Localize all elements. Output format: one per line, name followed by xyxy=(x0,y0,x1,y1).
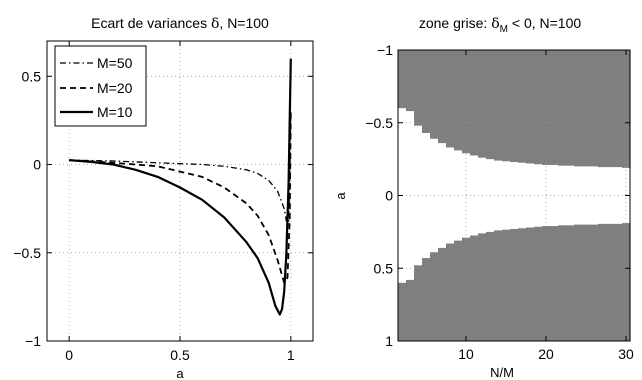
left-series-line-0 xyxy=(69,111,292,224)
right-x-tick-label: 10 xyxy=(458,346,474,362)
shade-column-bottom xyxy=(526,227,535,341)
shade-column-top xyxy=(406,50,415,112)
shade-column-top xyxy=(398,50,407,109)
shade-column-bottom xyxy=(438,247,447,341)
left-x-tick-labels: 0 0.5 1 xyxy=(65,347,295,363)
shade-column-bottom xyxy=(510,228,519,341)
left-title: Ecart de variances δ, N=100 xyxy=(91,15,269,32)
right-x-tick-label: 30 xyxy=(618,346,634,362)
right-y-tick-label: 1 xyxy=(385,333,393,349)
shade-column-top xyxy=(438,50,447,144)
shade-column-bottom xyxy=(582,224,591,341)
shade-column-bottom xyxy=(534,226,543,341)
shade-column-top xyxy=(558,50,567,166)
right-y-tick-label: −1 xyxy=(377,42,393,58)
shade-column-top xyxy=(526,50,535,164)
shade-column-bottom xyxy=(494,230,503,341)
shade-column-bottom xyxy=(558,225,567,341)
shade-column-top xyxy=(550,50,559,165)
shade-column-bottom xyxy=(614,223,623,341)
left-y-tick-label: 0.5 xyxy=(22,68,42,84)
shade-column-top xyxy=(414,50,423,126)
left-series-lines xyxy=(69,58,292,316)
right-title: zone grise: δM < 0, N=100 xyxy=(419,15,582,35)
shade-column-top xyxy=(566,50,575,166)
left-ticks xyxy=(47,41,313,342)
shade-column-top xyxy=(470,50,479,156)
right-y-tick-label: 0.5 xyxy=(374,260,394,276)
shade-column-top xyxy=(502,50,511,162)
right-x-tick-label: 20 xyxy=(538,346,554,362)
left-y-tick-label: −0.5 xyxy=(13,245,41,261)
left-y-tick-label: 0 xyxy=(33,157,41,173)
shade-column-top xyxy=(614,50,623,168)
chart-left: Ecart de variances δ, N=100 0 0.5 1 −1−0.5… xyxy=(13,15,314,380)
shade-column-bottom xyxy=(566,225,575,341)
left-series-line-2 xyxy=(69,58,292,316)
shade-column-bottom xyxy=(550,226,559,341)
shade-column-top xyxy=(606,50,615,168)
right-shaded-region xyxy=(398,50,631,342)
chart-right: zone grise: δM < 0, N=100 10 20 30 −1−0.50… xyxy=(333,15,634,380)
shade-column-bottom xyxy=(478,233,487,341)
shade-column-bottom xyxy=(430,252,439,341)
shade-column-top xyxy=(462,50,471,154)
shade-column-top xyxy=(430,50,439,139)
shade-column-top xyxy=(622,50,631,168)
right-y-tick-label: 0 xyxy=(385,188,393,204)
shade-column-top xyxy=(582,50,591,167)
shade-column-top xyxy=(454,50,463,151)
shade-column-top xyxy=(422,50,431,133)
left-x-tick-label: 1 xyxy=(287,347,295,363)
shade-column-bottom xyxy=(574,224,583,341)
shade-column-top xyxy=(510,50,519,163)
shade-column-bottom xyxy=(470,235,479,341)
shade-column-top xyxy=(574,50,583,167)
right-x-axis-label: N/M xyxy=(490,365,514,380)
legend-label-m10: M=10 xyxy=(97,104,133,120)
shade-column-bottom xyxy=(406,279,415,341)
shade-column-bottom xyxy=(518,228,527,341)
right-y-axis-label: a xyxy=(333,192,348,200)
shade-column-top xyxy=(494,50,503,161)
right-ticks xyxy=(398,49,630,342)
right-y-tick-label: −0.5 xyxy=(365,115,393,131)
shade-column-bottom xyxy=(398,282,407,341)
shade-column-bottom xyxy=(454,240,463,341)
shade-column-bottom xyxy=(446,243,455,341)
left-x-tick-label: 0 xyxy=(65,347,73,363)
shade-column-bottom xyxy=(462,237,471,341)
shade-column-top xyxy=(446,50,455,148)
shade-column-top xyxy=(598,50,607,168)
right-y-tick-labels: −1 −0.5 0 0.5 1 xyxy=(365,42,393,349)
left-x-axis-label: a xyxy=(176,366,184,380)
shade-column-top xyxy=(590,50,599,167)
left-series-line-1 xyxy=(69,111,292,284)
right-x-tick-labels: 10 20 30 xyxy=(458,346,634,362)
shade-column-top xyxy=(518,50,527,163)
left-x-tick-label: 0.5 xyxy=(170,347,190,363)
shade-column-bottom xyxy=(598,223,607,341)
legend-label-m20: M=20 xyxy=(97,80,133,96)
shade-column-bottom xyxy=(542,226,551,341)
left-legend: M=50 M=20 M=10 xyxy=(54,45,147,127)
shade-column-bottom xyxy=(606,223,615,341)
shade-column-bottom xyxy=(502,229,511,341)
left-y-tick-label: −1 xyxy=(25,333,41,349)
shade-column-top xyxy=(534,50,543,165)
left-y-tick-labels: −1 −0.5 0 0.5 xyxy=(13,68,41,349)
shade-column-bottom xyxy=(414,265,423,341)
shade-column-bottom xyxy=(590,224,599,341)
legend-label-m50: M=50 xyxy=(97,55,133,71)
shade-column-bottom xyxy=(422,258,431,341)
shade-column-bottom xyxy=(486,231,495,342)
shade-column-top xyxy=(542,50,551,165)
shade-column-top xyxy=(486,50,495,160)
shade-column-top xyxy=(478,50,487,158)
